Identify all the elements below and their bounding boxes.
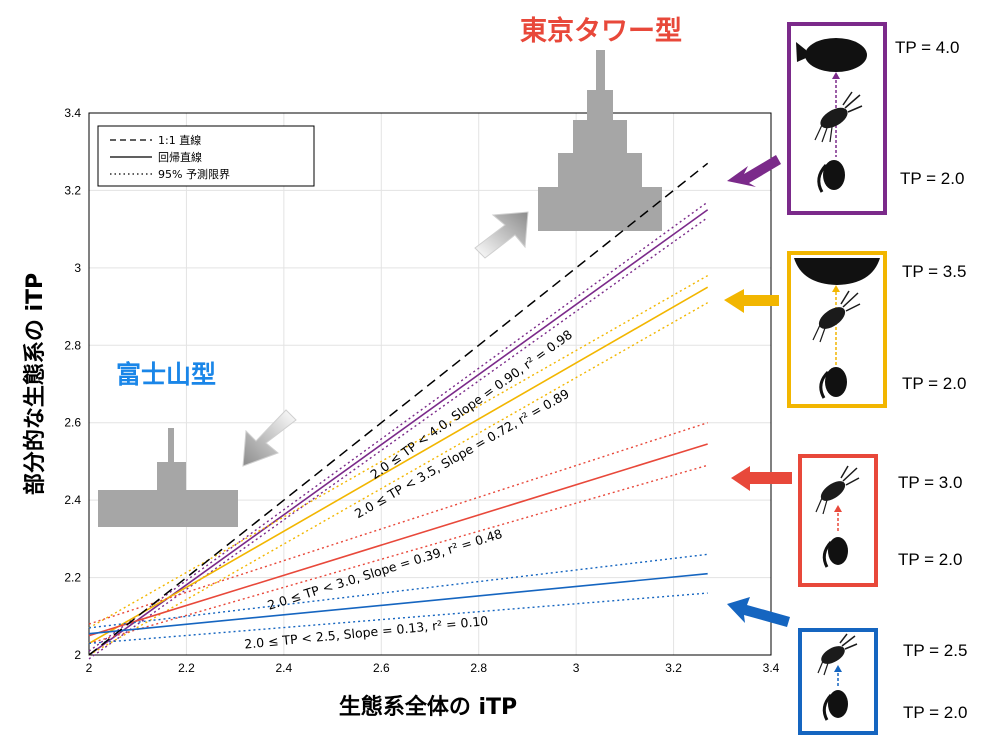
pointer-arrow-red-icon bbox=[731, 466, 792, 491]
prediction-upper-line-red bbox=[88, 422, 708, 625]
legend: 1:1 直線 回帰直線 95% 予測限界 bbox=[97, 125, 315, 187]
y-tick-label: 3 bbox=[74, 261, 81, 275]
x-tick-label: 2.2 bbox=[178, 661, 195, 675]
arrow-down-left-icon bbox=[242, 409, 297, 467]
prediction-lower-line-blue bbox=[88, 592, 708, 645]
food-chain-panel-yellow bbox=[787, 251, 887, 408]
x-axis-label: 生態系全体の iTP bbox=[339, 694, 517, 720]
panel-blue-tp-top: TP = 2.5 bbox=[903, 641, 967, 660]
regression-line-blue bbox=[88, 572, 708, 635]
fish-icon bbox=[796, 38, 867, 72]
x-tick-label: 2.6 bbox=[373, 661, 390, 675]
legend-label-1to1: 1:1 直線 bbox=[158, 133, 201, 147]
pointer-arrow-blue-icon bbox=[727, 597, 790, 627]
shrimp-icon bbox=[817, 633, 858, 676]
x-tick-label: 3.2 bbox=[665, 661, 682, 675]
x-tick-label: 2 bbox=[86, 661, 93, 675]
tick-labels: 2 2.2 2.4 2.6 2.8 3 3.2 3.4 2 2.2 2.4 2.6 2.8 3 3.2 3.4 bbox=[64, 106, 779, 675]
legend-label-prediction: 95% 予測限界 bbox=[158, 167, 230, 181]
y-tick-label: 2.8 bbox=[64, 338, 81, 352]
tokyo-tower-pyramid bbox=[538, 50, 662, 231]
copepod-icon bbox=[822, 690, 848, 721]
chart-lines bbox=[88, 162, 709, 660]
y-tick-label: 2.4 bbox=[64, 493, 81, 507]
y-tick-label: 2.2 bbox=[64, 571, 81, 585]
panel-yellow-tp-top: TP = 3.5 bbox=[902, 262, 966, 281]
copepod-icon bbox=[819, 367, 847, 399]
plot-border bbox=[88, 112, 772, 656]
x-tick-label: 2.4 bbox=[276, 661, 293, 675]
prediction-lower-line-yellow bbox=[88, 302, 709, 656]
panel-purple-tp-bottom: TP = 2.0 bbox=[900, 169, 964, 188]
copepod-icon bbox=[822, 537, 848, 568]
prediction-upper-line-yellow bbox=[88, 274, 709, 629]
panel-purple-tp-top: TP = 4.0 bbox=[895, 38, 959, 57]
panel-yellow-tp-bottom: TP = 2.0 bbox=[902, 374, 966, 393]
prediction-lower-line-purple bbox=[88, 216, 709, 660]
y-tick-label: 3.2 bbox=[64, 183, 81, 197]
food-chain-panel-blue bbox=[798, 628, 878, 735]
x-tick-label: 2.8 bbox=[470, 661, 487, 675]
one-to-one-line bbox=[88, 162, 709, 656]
y-axis-label: 部分的な生態系の iTP bbox=[22, 273, 48, 495]
panel-red-tp-bottom: TP = 2.0 bbox=[898, 550, 962, 569]
y-tick-label: 3.4 bbox=[64, 106, 81, 120]
y-tick-label: 2 bbox=[74, 648, 81, 662]
x-tick-label: 3.4 bbox=[763, 661, 780, 675]
fuji-pyramid bbox=[98, 428, 238, 527]
regression-line-purple bbox=[88, 209, 709, 656]
arrow-up-right-icon bbox=[474, 211, 529, 259]
copepod-icon bbox=[817, 160, 845, 193]
legend-label-regression: 回帰直線 bbox=[158, 150, 202, 164]
tokyo-tower-label: 東京タワー型 bbox=[520, 15, 682, 47]
prediction-lower-line-red bbox=[88, 464, 708, 645]
fuji-label: 富士山型 bbox=[116, 360, 216, 389]
pointer-arrow-yellow-icon bbox=[724, 289, 779, 313]
pointer-arrow-purple-icon bbox=[727, 155, 781, 187]
y-tick-label: 2.6 bbox=[64, 416, 81, 430]
panel-red-tp-top: TP = 3.0 bbox=[898, 473, 962, 492]
food-chain-panel-purple bbox=[787, 22, 887, 215]
prediction-upper-line-blue bbox=[88, 553, 708, 629]
regression-line-yellow bbox=[88, 286, 709, 645]
shrimp-icon bbox=[814, 91, 863, 143]
panel-blue-tp-bottom: TP = 2.0 bbox=[903, 703, 967, 722]
food-chain-panel-red bbox=[798, 454, 878, 587]
shrimp-icon bbox=[812, 290, 861, 343]
shrimp-icon bbox=[815, 465, 860, 515]
x-tick-label: 3 bbox=[573, 661, 580, 675]
regression-line-red bbox=[88, 443, 708, 637]
